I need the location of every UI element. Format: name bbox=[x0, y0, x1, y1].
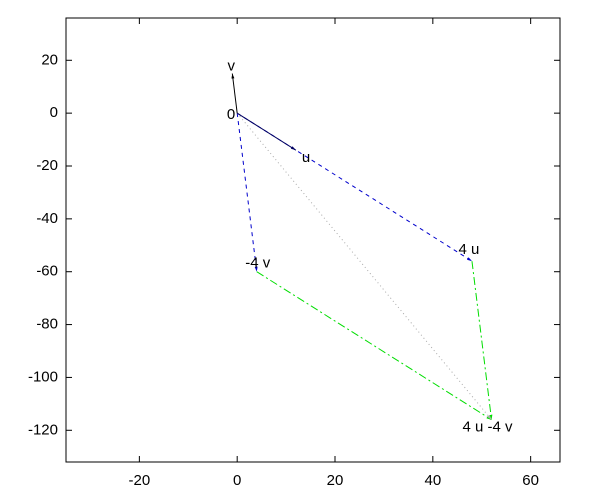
vector-line bbox=[256, 271, 492, 421]
vector-line bbox=[236, 112, 492, 421]
x-tick-label: 40 bbox=[424, 472, 441, 489]
y-tick-label: -20 bbox=[36, 157, 58, 174]
y-tick-label: 20 bbox=[41, 51, 58, 68]
y-tick-label: -120 bbox=[28, 421, 58, 438]
x-tick-label: 20 bbox=[327, 472, 344, 489]
y-tick-label: -60 bbox=[36, 263, 58, 280]
y-tick-label: 0 bbox=[50, 104, 58, 121]
y-tick-label: -80 bbox=[36, 316, 58, 333]
x-tick-label: -20 bbox=[129, 472, 151, 489]
y-tick-label: -100 bbox=[28, 368, 58, 385]
point-label: 0 bbox=[227, 106, 235, 123]
point-label: -4 v bbox=[245, 255, 271, 272]
point-label: 4 u -4 v bbox=[463, 419, 514, 436]
vector-line bbox=[236, 113, 258, 272]
y-tick-label: -40 bbox=[36, 210, 58, 227]
vector-line bbox=[236, 112, 297, 151]
point-label: 4 u bbox=[459, 241, 480, 258]
vector-line bbox=[231, 73, 238, 114]
point-label: v bbox=[228, 57, 236, 74]
plot-frame bbox=[65, 17, 561, 463]
x-tick-label: 60 bbox=[522, 472, 539, 489]
vector-line bbox=[236, 112, 473, 262]
point-label: u bbox=[302, 149, 310, 166]
vector-line bbox=[471, 261, 493, 420]
x-tick-label: 0 bbox=[233, 472, 241, 489]
